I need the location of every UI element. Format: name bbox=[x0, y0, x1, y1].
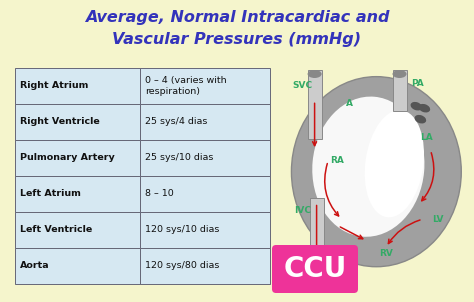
Bar bbox=[15, 248, 140, 284]
Text: 0 – 4 (varies with
respiration): 0 – 4 (varies with respiration) bbox=[145, 76, 227, 96]
Bar bbox=[15, 176, 140, 212]
Text: IVC: IVC bbox=[294, 206, 311, 215]
Text: LA: LA bbox=[420, 133, 433, 142]
Text: CCU: CCU bbox=[283, 255, 346, 283]
Ellipse shape bbox=[410, 102, 422, 111]
Text: 120 sys/80 dias: 120 sys/80 dias bbox=[145, 262, 219, 271]
Text: Average, Normal Intracardiac and: Average, Normal Intracardiac and bbox=[85, 10, 389, 25]
Text: 25 sys/4 dias: 25 sys/4 dias bbox=[145, 117, 207, 127]
Text: Right Ventricle: Right Ventricle bbox=[20, 117, 100, 127]
Text: 120 sys/10 dias: 120 sys/10 dias bbox=[145, 226, 219, 234]
Text: Left Ventricle: Left Ventricle bbox=[20, 226, 92, 234]
Text: LV: LV bbox=[432, 215, 444, 224]
Bar bbox=[140, 140, 270, 176]
Text: Right Atrium: Right Atrium bbox=[20, 82, 88, 91]
Text: RA: RA bbox=[329, 156, 344, 165]
FancyBboxPatch shape bbox=[272, 245, 358, 293]
Bar bbox=[15, 212, 140, 248]
Text: SVC: SVC bbox=[292, 82, 313, 91]
Ellipse shape bbox=[419, 104, 430, 112]
Ellipse shape bbox=[392, 70, 407, 78]
Ellipse shape bbox=[310, 282, 324, 290]
Text: Aorta: Aorta bbox=[20, 262, 50, 271]
Bar bbox=[15, 104, 140, 140]
Bar bbox=[392, 70, 407, 111]
Bar bbox=[140, 212, 270, 248]
Bar bbox=[140, 248, 270, 284]
Ellipse shape bbox=[308, 70, 321, 78]
Text: Left Atrium: Left Atrium bbox=[20, 189, 81, 198]
Bar bbox=[140, 104, 270, 140]
Ellipse shape bbox=[365, 110, 424, 217]
Bar bbox=[15, 68, 140, 104]
Ellipse shape bbox=[312, 97, 424, 237]
Bar bbox=[308, 70, 321, 139]
Ellipse shape bbox=[415, 115, 426, 124]
Bar bbox=[140, 176, 270, 212]
Bar bbox=[310, 198, 324, 289]
Text: A: A bbox=[346, 99, 353, 108]
Text: Pulmonary Artery: Pulmonary Artery bbox=[20, 153, 115, 162]
Text: RV: RV bbox=[379, 249, 393, 258]
Bar bbox=[15, 140, 140, 176]
Text: Vascular Pressures (mmHg): Vascular Pressures (mmHg) bbox=[112, 32, 362, 47]
Text: 25 sys/10 dias: 25 sys/10 dias bbox=[145, 153, 213, 162]
Text: PA: PA bbox=[411, 79, 424, 88]
Text: 8 – 10: 8 – 10 bbox=[145, 189, 174, 198]
Bar bbox=[140, 68, 270, 104]
Ellipse shape bbox=[292, 77, 461, 267]
